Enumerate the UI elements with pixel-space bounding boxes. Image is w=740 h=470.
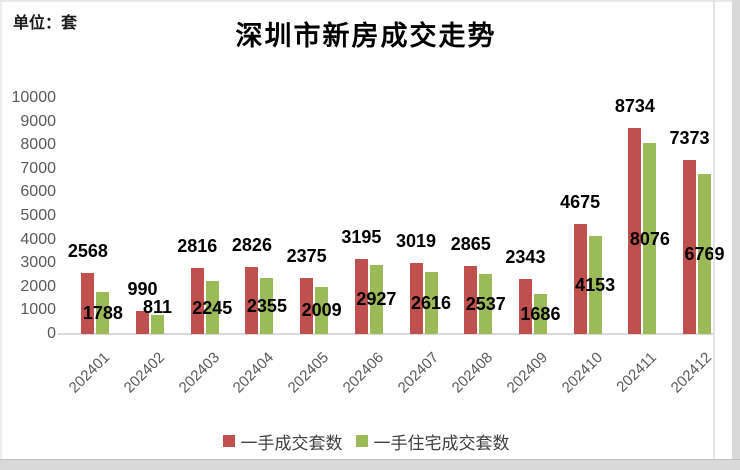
- residential-sales-bar: [96, 291, 110, 334]
- primary-sales-bar: [300, 277, 314, 334]
- y-axis-label: 4000: [20, 230, 56, 248]
- y-axis-label: 7000: [20, 159, 56, 177]
- image-top-border: [0, 0, 732, 2]
- x-axis-label: 202405: [284, 349, 333, 397]
- residential-sales-bar: [369, 264, 383, 334]
- window-background-bottom: [0, 459, 740, 470]
- x-axis-label: 202409: [503, 349, 551, 397]
- y-axis-label: 2000: [20, 277, 56, 295]
- residential-sales-bar: [479, 274, 493, 334]
- y-axis-label: 5000: [20, 207, 56, 224]
- data-label: 1686: [520, 304, 561, 325]
- data-label: 2616: [411, 293, 452, 314]
- primary-sales-bar: [354, 258, 368, 334]
- data-label: 2826: [231, 235, 272, 256]
- y-axis-label: 3000: [20, 254, 56, 272]
- x-axis-label: 202406: [339, 349, 387, 397]
- x-axis-label: 202411: [613, 349, 661, 396]
- primary-sales-bar: [136, 310, 150, 334]
- x-axis-label: 202402: [120, 349, 169, 397]
- data-label: 4153: [575, 274, 616, 295]
- residential-sales-bar: [533, 294, 547, 334]
- residential-sales-bar: [151, 314, 165, 334]
- y-axis-label: 6000: [20, 183, 56, 201]
- data-label: 8076: [629, 228, 670, 249]
- legend-swatch: [222, 435, 235, 447]
- primary-sales-bar: [628, 127, 642, 334]
- data-label: 2865: [450, 234, 491, 255]
- legend-swatch: [355, 435, 368, 447]
- primary-sales-bar: [245, 267, 259, 334]
- data-label: 3195: [341, 226, 382, 247]
- legend-item: 一手成交套数: [222, 429, 343, 454]
- data-label: 2537: [465, 294, 506, 315]
- data-label: 8734: [614, 95, 655, 116]
- data-label: 7373: [669, 127, 710, 148]
- primary-sales-bar: [81, 273, 95, 334]
- primary-sales-bar: [573, 223, 587, 334]
- residential-sales-bar: [205, 281, 219, 334]
- data-label: 2568: [67, 241, 108, 262]
- y-axis-label: 9000: [20, 112, 56, 130]
- data-label: 3019: [396, 230, 437, 251]
- x-axis-label: 202401: [65, 349, 114, 397]
- x-axis-label: 202404: [230, 349, 278, 397]
- data-label: 2355: [246, 296, 287, 317]
- data-label: 6769: [684, 244, 725, 265]
- data-label: 1788: [82, 302, 123, 323]
- residential-sales-bar: [424, 272, 438, 334]
- x-axis-label: 202407: [394, 349, 442, 397]
- primary-sales-bar: [464, 266, 478, 334]
- residential-sales-bar: [643, 143, 657, 334]
- x-axis-label: 202408: [448, 349, 497, 397]
- data-label: 2245: [192, 297, 233, 318]
- data-label: 4675: [560, 191, 601, 212]
- primary-sales-bar: [518, 278, 532, 334]
- residential-sales-bar: [588, 235, 602, 334]
- data-label: 2009: [301, 300, 342, 321]
- y-axis-label: 0: [47, 325, 56, 342]
- chart-title: 深圳市新房成交走势: [235, 21, 497, 51]
- primary-sales-bar: [409, 262, 423, 334]
- residential-sales-bar: [315, 286, 329, 334]
- x-axis-line: [58, 333, 713, 335]
- x-axis-label: 202410: [558, 349, 606, 397]
- image-left-border: [0, 0, 2, 459]
- data-label: 2816: [177, 235, 218, 256]
- legend-item: 一手住宅成交套数: [355, 429, 510, 454]
- data-label: 990: [127, 278, 158, 299]
- data-label: 811: [143, 296, 173, 317]
- data-label: 2927: [356, 289, 397, 310]
- legend-label: 一手成交套数: [240, 433, 343, 453]
- data-label: 2343: [505, 246, 546, 267]
- residential-sales-bar: [698, 174, 712, 334]
- y-axis-label: 1000: [20, 301, 56, 319]
- unit-label: 单位：套: [13, 15, 78, 32]
- legend-label: 一手住宅成交套数: [373, 433, 510, 453]
- x-axis-label: 202412: [667, 349, 716, 397]
- x-axis-label: 202403: [175, 349, 223, 397]
- y-axis-label: 8000: [20, 136, 56, 154]
- chart-legend: 一手成交套数 一手住宅成交套数: [0, 429, 732, 453]
- image-right-border: [713, 0, 715, 459]
- window-background-right: [732, 0, 740, 470]
- primary-sales-bar: [190, 267, 204, 334]
- primary-sales-bar: [683, 159, 697, 334]
- residential-sales-bar: [260, 278, 274, 334]
- y-axis-label: 10000: [11, 89, 57, 106]
- data-label: 2375: [286, 245, 327, 266]
